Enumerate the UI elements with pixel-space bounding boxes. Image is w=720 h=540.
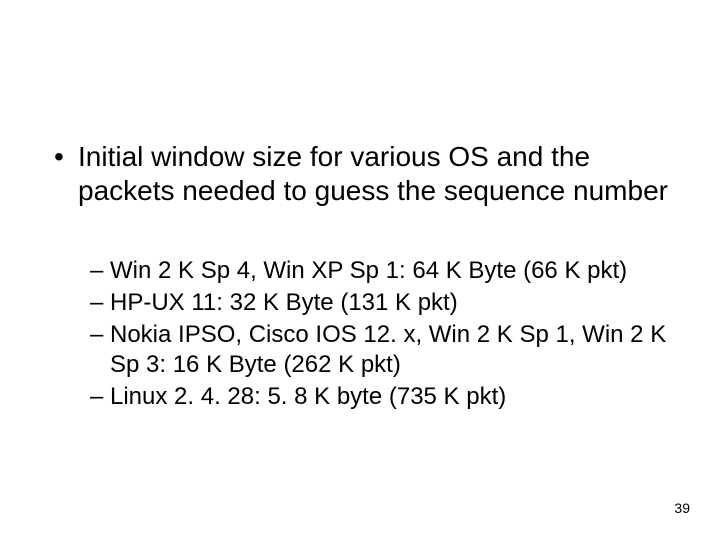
- page-number: 39: [674, 500, 690, 516]
- list-item: – HP-UX 11: 32 K Byte (131 K pkt): [90, 288, 680, 318]
- dash-icon: –: [90, 382, 110, 412]
- list-item: – Nokia IPSO, Cisco IOS 12. x, Win 2 K S…: [90, 320, 680, 380]
- slide: • Initial window size for various OS and…: [0, 0, 720, 540]
- dash-icon: –: [90, 256, 110, 286]
- main-bullet-block: • Initial window size for various OS and…: [54, 140, 674, 208]
- sub-bullet-list: – Win 2 K Sp 4, Win XP Sp 1: 64 K Byte (…: [90, 256, 680, 414]
- sub-item-text: Nokia IPSO, Cisco IOS 12. x, Win 2 K Sp …: [110, 320, 680, 380]
- dash-icon: –: [90, 288, 110, 318]
- dash-icon: –: [90, 320, 110, 350]
- sub-item-text: HP-UX 11: 32 K Byte (131 K pkt): [110, 288, 458, 318]
- sub-item-text: Win 2 K Sp 4, Win XP Sp 1: 64 K Byte (66…: [110, 256, 627, 286]
- bullet-icon: •: [54, 140, 78, 174]
- main-bullet-text: Initial window size for various OS and t…: [78, 140, 674, 208]
- list-item: – Linux 2. 4. 28: 5. 8 K byte (735 K pkt…: [90, 382, 680, 412]
- list-item: – Win 2 K Sp 4, Win XP Sp 1: 64 K Byte (…: [90, 256, 680, 286]
- sub-item-text: Linux 2. 4. 28: 5. 8 K byte (735 K pkt): [110, 382, 506, 412]
- main-bullet-row: • Initial window size for various OS and…: [54, 140, 674, 208]
